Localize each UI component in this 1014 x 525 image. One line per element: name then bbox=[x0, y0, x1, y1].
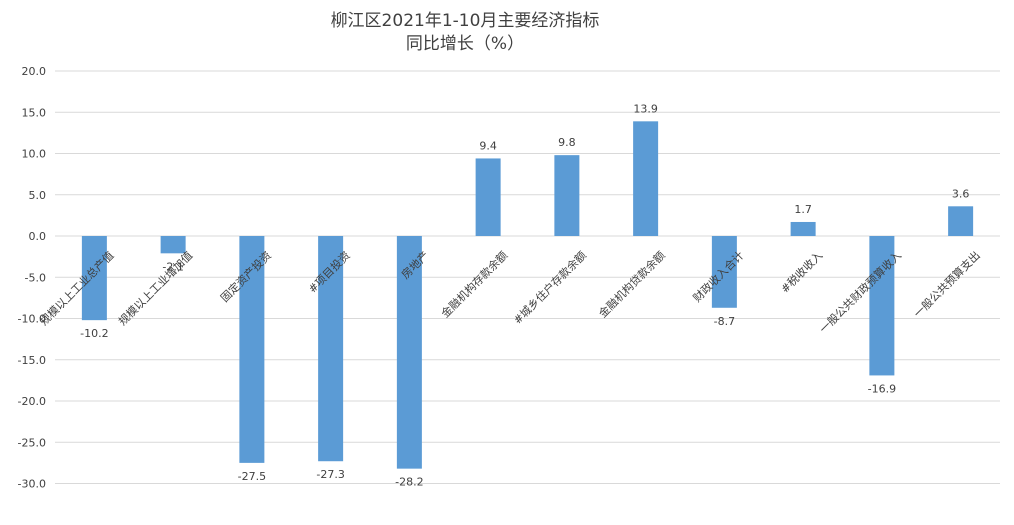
chart-subtitle: 同比增长（%） bbox=[405, 34, 525, 54]
bar bbox=[554, 155, 580, 236]
category-label: 金融机构存款余额 bbox=[438, 248, 510, 320]
bar bbox=[239, 236, 265, 463]
data-label: -8.7 bbox=[714, 315, 735, 328]
data-label: 3.6 bbox=[952, 187, 970, 200]
data-label: -27.3 bbox=[316, 468, 344, 481]
category-label: 金融机构贷款余额 bbox=[596, 248, 668, 320]
data-label: -27.5 bbox=[238, 470, 266, 483]
y-tick-label: -5.0 bbox=[25, 271, 46, 284]
y-tick-label: 20.0 bbox=[22, 65, 47, 78]
data-label: 9.8 bbox=[558, 136, 576, 149]
bar bbox=[711, 236, 737, 308]
bar bbox=[475, 158, 501, 236]
bar bbox=[633, 121, 659, 236]
y-tick-label: -25.0 bbox=[18, 436, 46, 449]
y-tick-label: 0.0 bbox=[29, 230, 47, 243]
bar bbox=[790, 221, 816, 236]
y-tick-label: 10.0 bbox=[22, 148, 47, 161]
data-label: 9.4 bbox=[479, 139, 497, 152]
category-label: #税收收入 bbox=[778, 248, 826, 296]
data-label: -16.9 bbox=[868, 382, 896, 395]
y-tick-label: 5.0 bbox=[29, 189, 47, 202]
bar bbox=[318, 236, 344, 462]
chart-title: 柳江区2021年1-10月主要经济指标 bbox=[330, 11, 600, 31]
category-label: 规模以上工业增加值 bbox=[115, 248, 195, 328]
bar bbox=[396, 236, 422, 469]
y-tick-label: 15.0 bbox=[22, 106, 47, 119]
y-tick-label: -10.0 bbox=[18, 313, 46, 326]
bar bbox=[869, 236, 895, 376]
category-label: 一般公共预算支出 bbox=[911, 248, 983, 320]
data-label: -2.1 bbox=[162, 260, 183, 273]
bar bbox=[160, 236, 186, 254]
data-label: 1.7 bbox=[794, 203, 812, 216]
data-label: -28.2 bbox=[395, 476, 423, 489]
bar bbox=[948, 206, 974, 236]
y-tick-label: -20.0 bbox=[18, 395, 46, 408]
data-label: -10.2 bbox=[80, 327, 108, 340]
category-label: #城乡住户存款余额 bbox=[510, 248, 589, 327]
y-tick-label: -15.0 bbox=[18, 354, 46, 367]
data-label: 13.9 bbox=[633, 102, 658, 115]
bar bbox=[81, 236, 107, 321]
y-tick-label: -30.0 bbox=[18, 478, 46, 491]
